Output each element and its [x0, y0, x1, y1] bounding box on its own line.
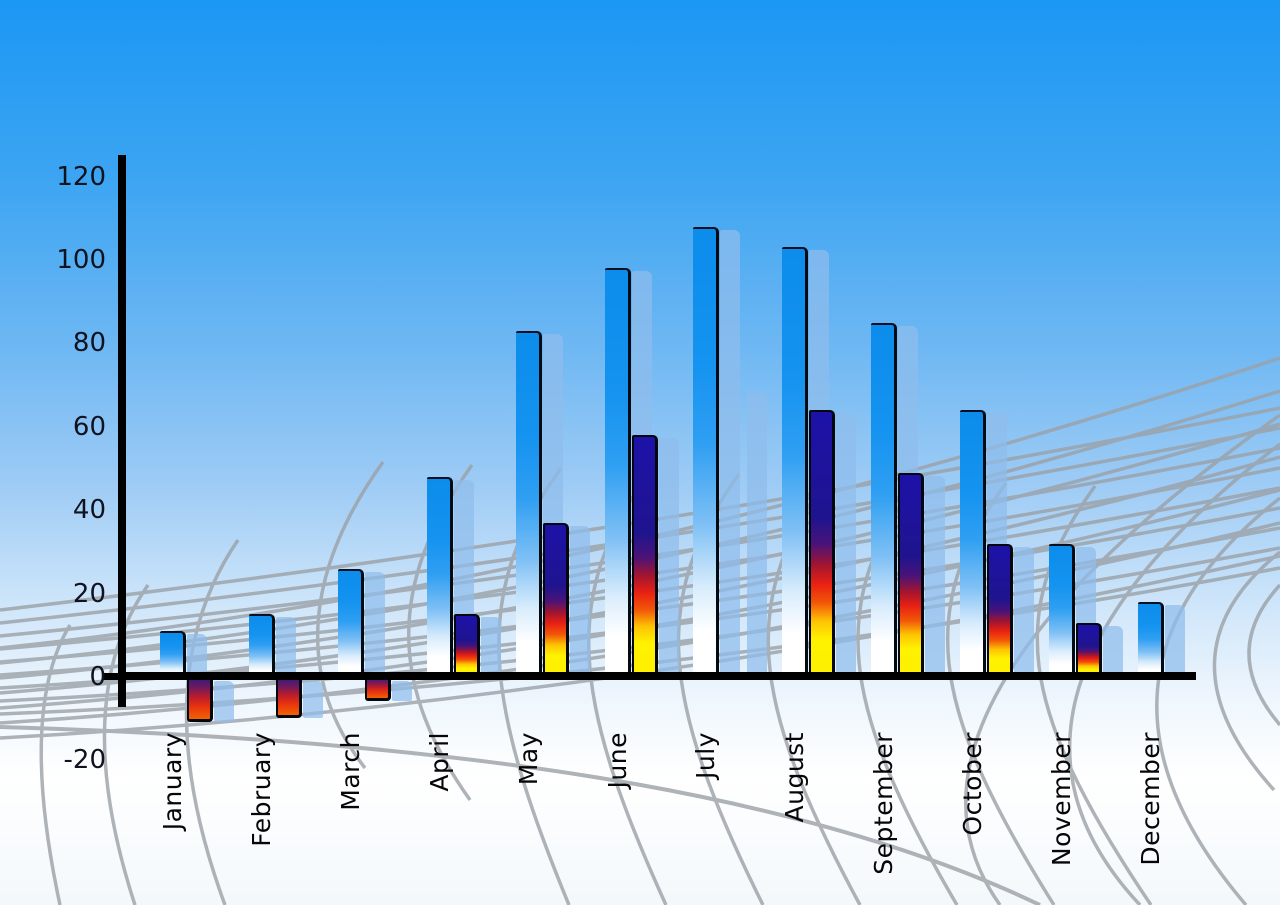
bar-september-secondary — [898, 472, 924, 677]
x-label-june: June — [603, 732, 632, 789]
x-label-november: November — [1047, 732, 1076, 867]
echo-shadow-october-secondary — [1014, 546, 1034, 679]
bar-july-secondary — [720, 389, 746, 677]
bar-may-secondary — [543, 522, 569, 677]
bar-february-secondary — [276, 677, 302, 718]
echo-shadow-april-secondary — [481, 617, 501, 679]
bar-december-primary — [1138, 601, 1164, 677]
echo-shadow-march-secondary — [392, 681, 412, 701]
x-label-september: September — [869, 732, 898, 875]
y-tick-label--20: -20 — [63, 745, 106, 776]
x-label-july: July — [691, 732, 720, 779]
bar-november-primary — [1049, 543, 1075, 677]
echo-shadow-july-secondary — [747, 392, 767, 679]
bar-august-secondary — [809, 410, 835, 677]
echo-shadow-december-primary — [1165, 604, 1185, 679]
bar-june-secondary — [632, 435, 658, 677]
echo-shadow-september-secondary — [925, 475, 945, 679]
echo-shadow-june-secondary — [659, 438, 679, 679]
echo-shadow-january-primary — [187, 634, 207, 679]
x-label-may: May — [514, 732, 543, 786]
x-label-february: February — [247, 732, 276, 847]
echo-shadow-march-primary — [365, 571, 385, 679]
echo-shadow-february-secondary — [303, 681, 323, 718]
bar-january-secondary — [187, 677, 213, 722]
x-label-january: January — [158, 732, 187, 831]
echo-shadow-july-primary — [720, 229, 740, 679]
echo-shadow-august-secondary — [836, 413, 856, 679]
x-label-april: April — [425, 732, 454, 792]
y-tick-label-60: 60 — [72, 411, 106, 442]
bar-october-primary — [960, 410, 986, 677]
x-axis-line — [120, 672, 1196, 680]
y-tick-label-100: 100 — [56, 245, 106, 275]
x-label-october: October — [958, 732, 987, 836]
bar-july-primary — [693, 226, 719, 677]
bar-february-primary — [249, 614, 275, 677]
bar-may-primary — [516, 330, 542, 677]
bar-october-secondary — [987, 543, 1013, 677]
y-tick-label-0: 0 — [89, 662, 106, 692]
zero-tick — [103, 673, 120, 680]
x-label-december: December — [1136, 732, 1165, 866]
y-tick-label-120: 120 — [56, 161, 106, 192]
bar-april-primary — [427, 476, 453, 677]
bar-april-secondary — [454, 614, 480, 677]
echo-shadow-may-secondary — [570, 525, 590, 679]
echo-shadow-february-primary — [276, 617, 296, 679]
x-label-august: August — [780, 732, 809, 823]
y-tick-label-20: 20 — [72, 578, 106, 609]
echo-shadow-november-secondary — [1103, 625, 1123, 679]
bar-march-secondary — [365, 677, 391, 701]
bar-january-primary — [160, 631, 186, 677]
x-label-march: March — [336, 732, 365, 811]
bar-march-primary — [338, 568, 364, 677]
bar-august-primary — [782, 247, 808, 677]
bar-november-secondary — [1076, 622, 1102, 677]
bar-september-primary — [871, 322, 897, 677]
y-tick-label-40: 40 — [72, 495, 106, 526]
y-tick-label-80: 80 — [72, 328, 106, 359]
bar-june-primary — [605, 268, 631, 677]
y-axis-line — [118, 155, 126, 707]
echo-shadow-january-secondary — [214, 681, 234, 722]
